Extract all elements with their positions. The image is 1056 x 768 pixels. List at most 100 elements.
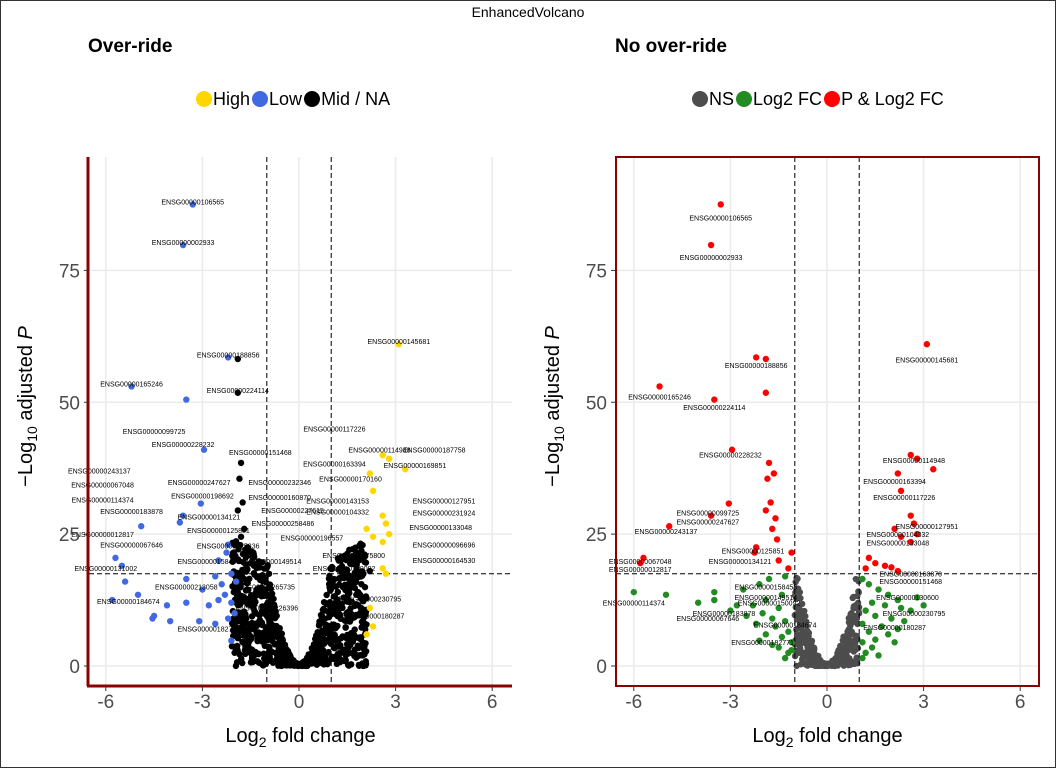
data-point xyxy=(913,594,921,601)
legend-label: Mid / NA xyxy=(321,88,391,109)
data-point xyxy=(756,581,763,588)
background-point xyxy=(827,660,834,667)
background-point xyxy=(273,623,281,631)
y-tick-label: 50 xyxy=(586,393,607,414)
data-point xyxy=(767,499,774,506)
background-point xyxy=(342,648,350,655)
data-point xyxy=(183,396,190,403)
gene-label: ENSG00000182771 xyxy=(731,640,794,647)
data-point xyxy=(872,612,879,620)
data-point xyxy=(756,637,763,644)
background-point xyxy=(852,575,860,583)
data-point xyxy=(200,446,208,453)
gene-label: ENSG00000117226 xyxy=(303,426,365,433)
x-tick-label: 3 xyxy=(390,692,401,713)
gene-label: ENSG00000227615 xyxy=(261,508,324,515)
background-point xyxy=(346,580,353,587)
background-point xyxy=(834,648,842,656)
data-point xyxy=(897,604,905,612)
background-point xyxy=(358,623,366,631)
gene-label: ENSG00000133048 xyxy=(409,525,472,532)
data-point xyxy=(788,549,795,556)
background-point xyxy=(274,631,281,638)
gene-label: ENSG00000230795 xyxy=(339,597,402,604)
gene-label: ENSG00000175800 xyxy=(322,553,385,560)
background-point xyxy=(323,591,330,599)
background-point xyxy=(351,626,358,633)
data-point xyxy=(385,530,393,538)
data-point xyxy=(189,201,196,208)
gene-label: ENSG00000133048 xyxy=(867,541,930,548)
background-point xyxy=(248,619,256,627)
gene-label: ENSG00000127951 xyxy=(895,524,958,531)
data-point xyxy=(121,578,129,585)
x-tick-label: 6 xyxy=(1015,692,1026,713)
data-point xyxy=(237,533,245,540)
background-point xyxy=(334,654,341,661)
data-point xyxy=(385,455,393,462)
background-point xyxy=(237,582,244,590)
gene-label: ENSG00000184674 xyxy=(97,599,160,606)
background-point xyxy=(244,600,251,608)
data-point xyxy=(179,512,187,519)
background-point xyxy=(833,659,841,666)
data-point xyxy=(112,554,119,562)
background-point xyxy=(316,622,323,629)
data-point xyxy=(743,612,750,620)
data-point xyxy=(239,499,246,506)
background-point xyxy=(314,635,321,642)
background-point xyxy=(336,575,343,582)
data-point xyxy=(247,552,254,559)
data-point xyxy=(788,646,795,654)
gene-label: ENSG00000012817 xyxy=(71,532,134,539)
data-point xyxy=(363,525,370,533)
y-tick-label: 75 xyxy=(59,261,80,282)
background-point xyxy=(251,571,258,578)
data-point xyxy=(231,610,238,617)
data-point xyxy=(695,599,702,606)
data-point xyxy=(772,623,779,630)
background-point xyxy=(324,608,332,615)
gene-label: ENSG00000096696 xyxy=(413,542,476,549)
background-point xyxy=(343,610,350,617)
background-point xyxy=(798,622,805,629)
background-point xyxy=(844,661,851,668)
data-point xyxy=(244,544,251,551)
data-point xyxy=(769,641,776,649)
data-point xyxy=(781,573,789,580)
gene-labels: ENSG00000106565 ENSG00000002933 ENSG000001… xyxy=(603,215,959,647)
legend-label: High xyxy=(213,88,251,109)
right-plot-title: No over-ride xyxy=(615,36,727,57)
data-point xyxy=(379,512,386,519)
background-point xyxy=(260,650,267,657)
background-point xyxy=(332,598,340,606)
gene-label: ENSG00000230795 xyxy=(883,611,946,618)
data-point xyxy=(205,602,213,609)
background-point xyxy=(348,598,355,605)
data-point xyxy=(711,396,718,403)
background-point xyxy=(322,625,329,633)
background-point xyxy=(347,641,354,649)
background-point xyxy=(239,566,246,574)
data-point xyxy=(228,599,235,606)
background-point xyxy=(808,658,815,666)
data-point xyxy=(234,507,242,514)
background-point xyxy=(355,590,363,598)
background-points xyxy=(791,574,863,670)
background-point xyxy=(363,594,370,602)
data-point xyxy=(923,341,931,348)
background-point xyxy=(269,648,276,656)
background-point xyxy=(229,632,237,640)
gene-label: ENSG00000188856 xyxy=(725,363,788,370)
x-axis-label: Log2 fold change xyxy=(225,725,375,750)
gene-label: ENSG00000183878 xyxy=(100,509,163,516)
data-point xyxy=(733,602,741,609)
gene-label: ENSG00000114948 xyxy=(883,458,945,465)
data-point xyxy=(228,637,235,644)
background-point xyxy=(303,660,310,667)
data-point xyxy=(224,541,232,548)
background-point xyxy=(356,611,364,619)
gene-label: ENSG00000104332 xyxy=(867,532,930,539)
background-point xyxy=(282,653,289,660)
background-point xyxy=(793,636,801,644)
